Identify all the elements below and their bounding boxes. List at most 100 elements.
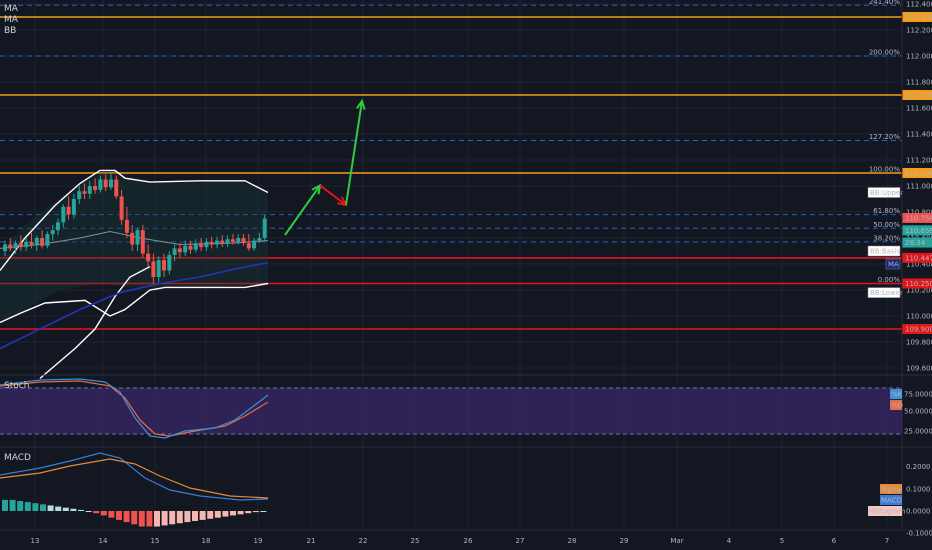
- macd-histogram-bar: [184, 511, 191, 523]
- fib-level-label: 241.40%: [869, 0, 900, 6]
- price-axis-label: 110.200: [906, 287, 932, 295]
- macd-histogram-bar: [47, 505, 54, 511]
- price-axis-label: 109.800: [906, 339, 932, 347]
- candle-body: [124, 219, 129, 233]
- level-price-tag-label: 110.250: [905, 280, 932, 288]
- candle-body: [167, 254, 172, 271]
- price-axis-label: 110.000: [906, 313, 932, 321]
- fib-level-label: 0.00%: [878, 276, 901, 284]
- macd-histogram-bar: [260, 511, 267, 512]
- fib-level-label: 38.20%: [873, 234, 900, 242]
- time-axis-label: 22: [359, 537, 368, 545]
- candle-body: [172, 248, 177, 255]
- macd-label[interactable]: MACD: [4, 453, 31, 463]
- macd-histogram-bar: [199, 511, 206, 520]
- level-price-tag-label: 112.300: [905, 14, 932, 22]
- macd-histogram-bar: [40, 504, 46, 511]
- candle-body: [50, 230, 55, 235]
- macd-histogram-bar: [78, 509, 84, 511]
- candle-body: [29, 241, 34, 245]
- level-price-tag-label: 110.447: [905, 254, 932, 262]
- candle-body: [151, 261, 156, 277]
- stoch-tag: [890, 400, 902, 410]
- macd-histogram-bar: [24, 502, 31, 511]
- candle-body: [119, 196, 124, 220]
- candle-body: [56, 222, 60, 231]
- level-price-tag: [902, 12, 932, 22]
- candle-body: [236, 238, 241, 242]
- indicator-tag-label: BB:Upper: [870, 189, 903, 197]
- stoch-tag-label: %D: [891, 402, 903, 410]
- level-price-tag: [902, 90, 932, 100]
- macd-axis-label: 0.0000: [906, 508, 931, 516]
- candle-body: [215, 240, 219, 245]
- level-price-tag: [902, 168, 932, 178]
- macd-histogram-bar: [237, 511, 244, 515]
- macd-histogram-bar: [146, 511, 153, 527]
- stoch-band: [0, 388, 902, 434]
- price-axis-label: 111.000: [906, 183, 932, 191]
- candle-body: [34, 238, 39, 245]
- macd-tag-label: Signal: [881, 486, 903, 494]
- candle-body: [13, 243, 18, 249]
- candle-body: [209, 241, 214, 245]
- level-price-tag-label: 111.700: [905, 92, 932, 100]
- macd-histogram-bar: [9, 499, 16, 511]
- candle-body: [77, 191, 82, 199]
- candle-body: [257, 238, 262, 241]
- macd-histogram-bar: [62, 507, 69, 511]
- candle-body: [71, 199, 76, 215]
- candle-body: [193, 243, 198, 250]
- stoch-label[interactable]: Stoch: [4, 381, 30, 391]
- macd-histogram-bar: [169, 511, 176, 525]
- indicator-tag-label: MA: [888, 261, 899, 269]
- time-axis-label: 7: [885, 537, 889, 545]
- macd-histogram-bar: [93, 511, 100, 514]
- macd-histogram-bar: [108, 511, 115, 518]
- candle-body: [130, 232, 135, 245]
- time-axis-label: 19: [254, 537, 263, 545]
- fib-level-label: 200.00%: [869, 49, 900, 57]
- time-axis-label: 6: [832, 537, 837, 545]
- candle-body: [93, 186, 98, 190]
- candle-body: [98, 179, 103, 190]
- macd-axis-label: 0.2000: [906, 463, 931, 471]
- candle-body: [24, 241, 29, 248]
- macd-histogram-bar: [154, 511, 160, 527]
- candle-body: [109, 179, 113, 188]
- candle-body: [140, 230, 145, 254]
- ma-line: [0, 261, 269, 350]
- bb-lower-line: [0, 282, 269, 324]
- legend-ma-2[interactable]: MA: [4, 15, 18, 25]
- price-axis-label: 109.600: [906, 365, 932, 373]
- time-axis-label: 28: [568, 537, 577, 545]
- macd-histogram-bar: [17, 501, 24, 511]
- candle-body: [135, 230, 140, 245]
- price-tag-label: 28:34: [905, 239, 926, 247]
- time-axis-label: 29: [620, 537, 629, 545]
- price-tag-label: 110.659: [905, 227, 932, 235]
- macd-axis-label: 0.1000: [906, 485, 931, 493]
- price-axis-label: 111.600: [906, 105, 932, 113]
- projection-arrow-down: [319, 184, 347, 206]
- indicator-tag: [867, 245, 901, 257]
- fib-level-label: 100.00%: [869, 166, 900, 174]
- macd-histogram-bar: [123, 511, 130, 523]
- stoch-tag-label: %K: [891, 391, 903, 399]
- candle-body: [199, 243, 204, 248]
- price-axis-label: 111.400: [906, 131, 932, 139]
- legend-ma-1[interactable]: MA: [4, 4, 18, 14]
- fib-level-label: 61.80%: [873, 207, 900, 215]
- candle-body: [61, 206, 66, 223]
- macd-histogram-bar: [207, 511, 214, 519]
- legend-bb[interactable]: BB: [4, 26, 17, 36]
- candle-body: [177, 248, 182, 253]
- macd-histogram-bar: [252, 511, 259, 513]
- indicator-tag: [867, 187, 901, 198]
- candle-body: [225, 239, 230, 244]
- plot-background: [0, 0, 902, 530]
- macd-histogram-bar: [2, 499, 8, 511]
- time-axis-label: 14: [99, 537, 108, 545]
- macd-histogram-bar: [245, 511, 252, 514]
